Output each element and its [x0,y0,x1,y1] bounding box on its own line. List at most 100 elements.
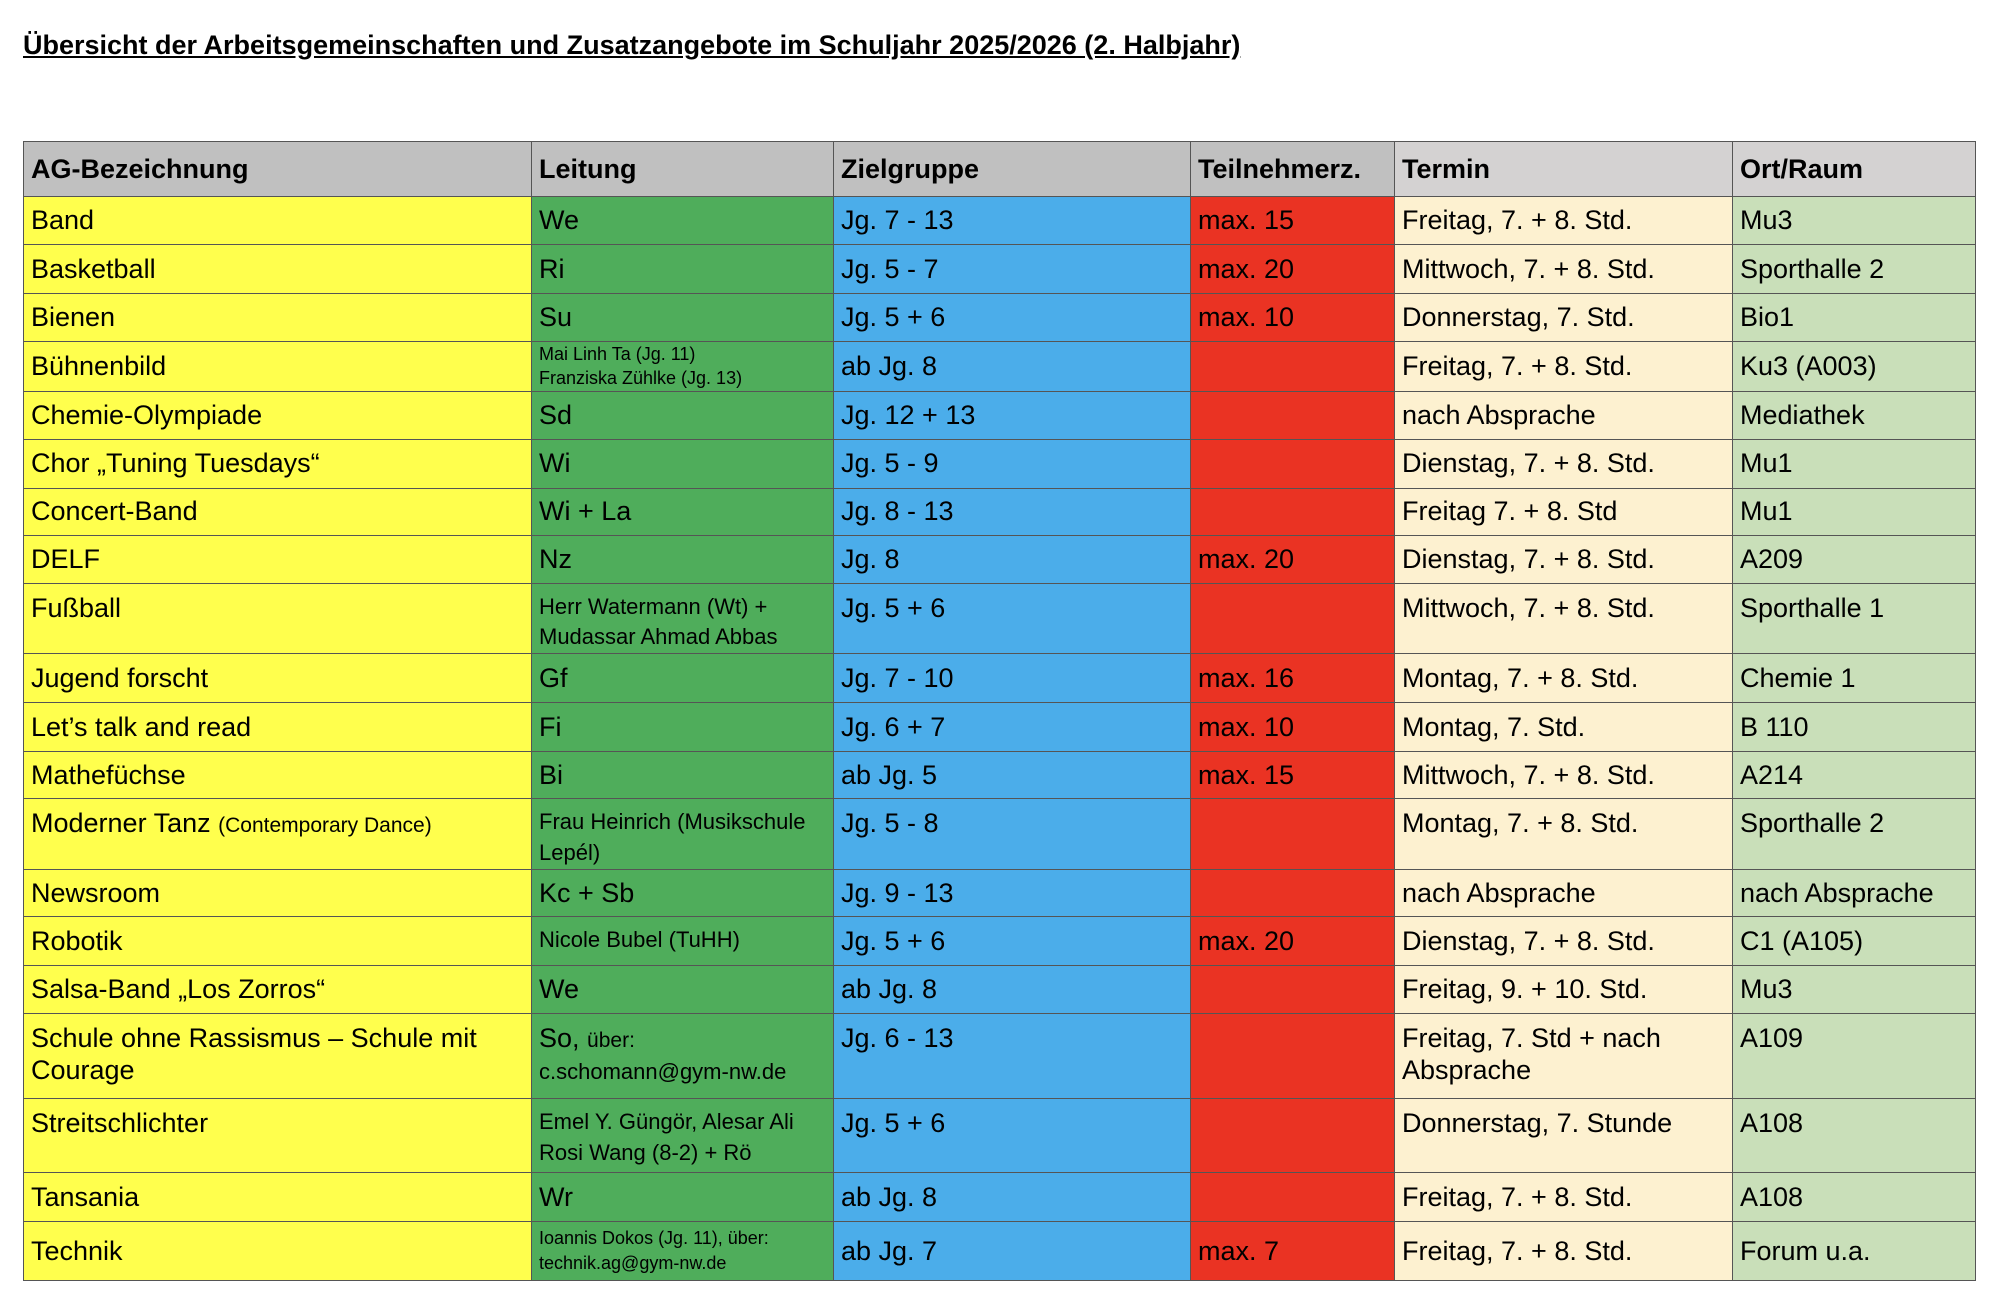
leitung-line: technik.ag@gym-nw.de [539,1252,727,1273]
termin-cell: Freitag, 7. + 8. Std. [1394,1220,1733,1281]
leitung-line: We [539,974,580,1005]
termin: Montag, 7. + 8. Std. [1402,808,1639,839]
ort-cell: nach Absprache [1732,868,1976,917]
zielgruppe-cell: ab Jg. 7 [833,1220,1191,1281]
termin-cell: nach Absprache [1394,390,1733,440]
ag-cell: Basketball [23,244,532,294]
leitung-line: Nz [539,543,572,574]
leitung-line: Fi [539,711,562,742]
ag-cell: Jugend forscht [23,653,532,704]
zielgruppe: Jg. 6 + 7 [841,711,946,742]
ort: Mu3 [1740,974,1793,1005]
ag-cell: Salsa-Band „Los Zorros“ [23,964,532,1014]
header-ort: Ort/Raum [1732,141,1976,197]
zielgruppe-cell: Jg. 5 - 9 [833,438,1191,489]
table-row: Bühnenbild Mai Linh Ta (Jg. 11) Franziska … [23,341,1976,392]
termin-cell: Mittwoch, 7. + 8. Std. [1394,582,1733,655]
termin: Mittwoch, 7. + 8. Std. [1402,592,1655,623]
termin: Freitag, 7. + 8. Std. [1402,205,1633,236]
ag-name: Let’s talk and read [31,711,252,742]
teilnehmer-cell [1190,1171,1395,1222]
leitung-line: Frau Heinrich (Musikschule [539,809,806,835]
termin-cell: Mittwoch, 7. + 8. Std. [1394,751,1733,800]
ort: Mu1 [1740,448,1793,479]
zielgruppe: Jg. 5 + 6 [841,302,946,333]
termin: Freitag, 7. Std + nach Absprache [1402,1022,1661,1086]
ort-cell: B 110 [1732,702,1976,753]
zielgruppe-cell: ab Jg. 8 [833,341,1191,392]
leitung-line: Lepél) [539,839,601,865]
ort-cell: A109 [1732,1012,1976,1099]
ag-name: Chor „Tuning Tuesdays“ [31,448,320,479]
leitung-cell: Wi [531,438,834,489]
termin-cell: Donnerstag, 7. Std. [1394,293,1733,342]
ag-name: Jugend forscht [31,662,209,693]
table-row: Basketball Ri Jg. 5 - 7 max. 20 Mittwoch, 7.… [23,244,1976,294]
termin-cell: Donnerstag, 7. Stunde [1394,1097,1733,1173]
ort-cell: Sporthalle 2 [1732,244,1976,294]
zielgruppe: Jg. 12 + 13 [841,399,976,430]
teilnehmer-cell [1190,438,1395,489]
termin-cell: Mittwoch, 7. + 8. Std. [1394,244,1733,294]
termin: Montag, 7. + 8. Std. [1402,662,1639,693]
table-row: Chemie-Olympiade Sd Jg. 12 + 13 nach Abspra… [23,390,1976,440]
termin: Montag, 7. Std. [1402,711,1586,742]
termin-cell: Montag, 7. Std. [1394,702,1733,753]
ort-cell: Mu1 [1732,438,1976,489]
leitung-cell: Gf [531,653,834,704]
zielgruppe: Jg. 8 [841,543,900,574]
termin-cell: Freitag, 7. + 8. Std. [1394,196,1733,245]
ort: A109 [1740,1022,1804,1053]
leitung-cell: Ri [531,244,834,294]
zielgruppe-cell: Jg. 8 - 13 [833,487,1191,536]
leitung-cell: Emel Y. Güngör, Alesar Ali Rosi Wang (8-2… [531,1097,834,1173]
termin: Freitag 7. + 8. Std [1402,496,1618,527]
leitung-line: Su [539,302,573,333]
ort: Sporthalle 1 [1740,592,1885,623]
ort-cell: Mediathek [1732,390,1976,440]
termin: Mittwoch, 7. + 8. Std. [1402,759,1655,790]
teilnehmer-cell [1190,868,1395,917]
ort: A108 [1740,1107,1804,1138]
ort: Mediathek [1740,399,1865,430]
zielgruppe-cell: Jg. 5 + 6 [833,915,1191,966]
ag-name: Robotik [31,925,123,956]
termin-cell: Freitag, 7. + 8. Std. [1394,1171,1733,1222]
teilnehmer: max. 10 [1198,711,1295,742]
termin: nach Absprache [1402,399,1596,430]
teilnehmer-cell [1190,390,1395,440]
ag-cell: Band [23,196,532,245]
zielgruppe-cell: Jg. 6 + 7 [833,702,1191,753]
termin: Donnerstag, 7. Std. [1402,302,1635,333]
header-row: AG-Bezeichnung Leitung Zielgruppe Teilne… [23,141,1976,197]
termin: Freitag, 7. + 8. Std. [1402,1181,1633,1212]
ort-cell: A108 [1732,1097,1976,1173]
teilnehmer: max. 15 [1198,205,1295,236]
ort: Ku3 (A003) [1740,351,1877,382]
zielgruppe: ab Jg. 8 [841,974,938,1005]
ort-cell: Ku3 (A003) [1732,341,1976,392]
header-zielgruppe: Zielgruppe [833,141,1191,197]
teilnehmer: max. 20 [1198,925,1295,956]
ag-note: (Contemporary Dance) [218,814,432,838]
leitung-line: Bi [539,759,564,790]
ag-table: AG-Bezeichnung Leitung Zielgruppe Teilne… [23,141,1976,1281]
table-row: Salsa-Band „Los Zorros“ We ab Jg. 8 Freitag… [23,964,1976,1014]
ag-cell: Technik [23,1220,532,1281]
ort: Sporthalle 2 [1740,253,1885,284]
ort: Mu1 [1740,496,1793,527]
table-row: Jugend forscht Gf Jg. 7 - 10 max. 16 Montag,… [23,653,1976,704]
teilnehmer: max. 16 [1198,662,1295,693]
table-row: Concert-Band Wi + La Jg. 8 - 13 Freitag 7. … [23,487,1976,536]
ag-cell: Schule ohne Rassismus – Schule mit Coura… [23,1012,532,1099]
ag-name: Bühnenbild [31,351,167,382]
leitung-line: Wr [539,1181,573,1212]
zielgruppe: ab Jg. 7 [841,1235,938,1266]
table-row: Technik Ioannis Dokos (Jg. 11), über: tech… [23,1220,1976,1281]
table-row: Mathefüchse Bi ab Jg. 5 max. 15 Mittwoch, 7.… [23,751,1976,800]
teilnehmer-cell [1190,1012,1395,1099]
page-title: Übersicht der Arbeitsgemeinschaften und … [23,30,1241,60]
table-row: Robotik Nicole Bubel (TuHH) Jg. 5 + 6 max. … [23,915,1976,966]
leitung-line: So, [539,1022,580,1053]
termin: nach Absprache [1402,877,1596,908]
